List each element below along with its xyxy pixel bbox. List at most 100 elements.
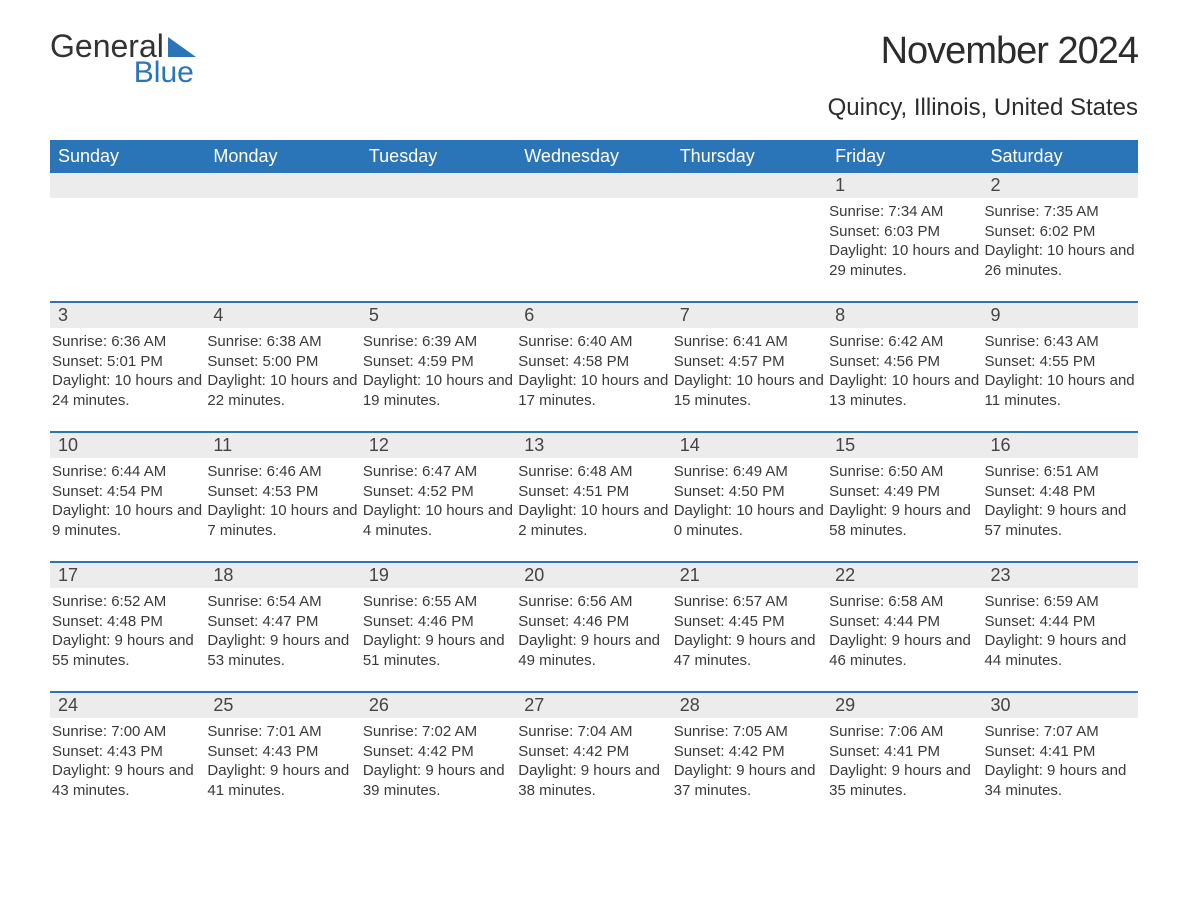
- daylight-text: Daylight: 10 hours and 0 minutes.: [674, 501, 825, 540]
- calendar-day-number: 27: [516, 693, 671, 718]
- calendar-day-cell: 17Sunrise: 6:52 AMSunset: 4:48 PMDayligh…: [50, 563, 205, 691]
- sunrise-text: Sunrise: 7:02 AM: [363, 722, 514, 742]
- sunrise-text: Sunrise: 6:52 AM: [52, 592, 203, 612]
- calendar-day-number: [672, 173, 827, 198]
- calendar-day-body: Sunrise: 6:46 AMSunset: 4:53 PMDaylight:…: [205, 458, 360, 544]
- daylight-text: Daylight: 9 hours and 46 minutes.: [829, 631, 980, 670]
- calendar-day-cell: [361, 173, 516, 301]
- calendar-weeks: 1Sunrise: 7:34 AMSunset: 6:03 PMDaylight…: [50, 173, 1138, 821]
- calendar-header-row: SundayMondayTuesdayWednesdayThursdayFrid…: [50, 140, 1138, 173]
- calendar-day-number: 11: [205, 433, 360, 458]
- calendar-day-body: Sunrise: 6:44 AMSunset: 4:54 PMDaylight:…: [50, 458, 205, 544]
- daylight-text: Daylight: 10 hours and 11 minutes.: [985, 371, 1136, 410]
- sunrise-text: Sunrise: 7:05 AM: [674, 722, 825, 742]
- calendar-day-body: [361, 198, 516, 206]
- calendar-day-body: Sunrise: 7:35 AMSunset: 6:02 PMDaylight:…: [983, 198, 1138, 284]
- sunrise-text: Sunrise: 6:46 AM: [207, 462, 358, 482]
- calendar-day-number: 18: [205, 563, 360, 588]
- calendar-day-cell: 20 Sunrise: 6:56 AMSunset: 4:46 PMDayligh…: [516, 563, 671, 691]
- daylight-text: Daylight: 9 hours and 39 minutes.: [363, 761, 514, 800]
- calendar-day-cell: 30Sunrise: 7:07 AMSunset: 4:41 PMDayligh…: [983, 693, 1138, 821]
- sunrise-text: Sunrise: 6:59 AM: [985, 592, 1136, 612]
- calendar-day-body: [672, 198, 827, 206]
- calendar-day-body: Sunrise: 7:05 AMSunset: 4:42 PMDaylight:…: [672, 718, 827, 804]
- sunset-text: Sunset: 4:44 PM: [985, 612, 1136, 632]
- calendar-grid: SundayMondayTuesdayWednesdayThursdayFrid…: [50, 140, 1138, 821]
- calendar-day-body: Sunrise: 7:04 AMSunset: 4:42 PMDaylight:…: [516, 718, 671, 804]
- sunrise-text: Sunrise: 6:47 AM: [363, 462, 514, 482]
- calendar-day-cell: 25Sunrise: 7:01 AMSunset: 4:43 PMDayligh…: [205, 693, 360, 821]
- calendar-day-number: 22: [827, 563, 982, 588]
- calendar-day-number: 29: [827, 693, 982, 718]
- daylight-text: Daylight: 10 hours and 7 minutes.: [207, 501, 358, 540]
- calendar-day-body: Sunrise: 6:57 AMSunset: 4:45 PMDaylight:…: [672, 588, 827, 674]
- calendar-day-cell: 9Sunrise: 6:43 AMSunset: 4:55 PMDaylight…: [983, 303, 1138, 431]
- calendar-day-cell: 27Sunrise: 7:04 AMSunset: 4:42 PMDayligh…: [516, 693, 671, 821]
- page-header: General Blue November 2024: [50, 30, 1138, 88]
- calendar-day-number: 20: [516, 563, 671, 588]
- sunrise-text: Sunrise: 6:54 AM: [207, 592, 358, 612]
- calendar-day-cell: 11Sunrise: 6:46 AMSunset: 4:53 PMDayligh…: [205, 433, 360, 561]
- calendar-day-cell: [672, 173, 827, 301]
- calendar-day-number: 3: [50, 303, 205, 328]
- calendar-day-number: 17: [50, 563, 205, 588]
- sunset-text: Sunset: 4:47 PM: [207, 612, 358, 632]
- calendar-day-body: Sunrise: 7:06 AMSunset: 4:41 PMDaylight:…: [827, 718, 982, 804]
- calendar-day-number: 10: [50, 433, 205, 458]
- sunset-text: Sunset: 4:43 PM: [52, 742, 203, 762]
- calendar-day-cell: 29Sunrise: 7:06 AMSunset: 4:41 PMDayligh…: [827, 693, 982, 821]
- calendar-day-number: 14: [672, 433, 827, 458]
- calendar-day-body: [205, 198, 360, 206]
- calendar-day-body: Sunrise: 6:47 AMSunset: 4:52 PMDaylight:…: [361, 458, 516, 544]
- sunset-text: Sunset: 4:51 PM: [518, 482, 669, 502]
- calendar-day-cell: 10Sunrise: 6:44 AMSunset: 4:54 PMDayligh…: [50, 433, 205, 561]
- calendar-day-number: 16: [983, 433, 1138, 458]
- calendar-header-cell: Sunday: [50, 140, 205, 173]
- sunset-text: Sunset: 4:42 PM: [674, 742, 825, 762]
- sunset-text: Sunset: 5:00 PM: [207, 352, 358, 372]
- sunset-text: Sunset: 4:52 PM: [363, 482, 514, 502]
- calendar-day-number: 13: [516, 433, 671, 458]
- page-title: November 2024: [881, 30, 1138, 73]
- sunset-text: Sunset: 4:41 PM: [985, 742, 1136, 762]
- sunrise-text: Sunrise: 6:42 AM: [829, 332, 980, 352]
- daylight-text: Daylight: 10 hours and 13 minutes.: [829, 371, 980, 410]
- calendar-day-cell: [205, 173, 360, 301]
- daylight-text: Daylight: 9 hours and 49 minutes.: [518, 631, 669, 670]
- calendar-day-cell: 7Sunrise: 6:41 AMSunset: 4:57 PMDaylight…: [672, 303, 827, 431]
- brand-logo: General Blue: [50, 30, 196, 88]
- daylight-text: Daylight: 9 hours and 57 minutes.: [985, 501, 1136, 540]
- calendar-header-cell: Wednesday: [516, 140, 671, 173]
- calendar-day-number: 2: [983, 173, 1138, 198]
- sunset-text: Sunset: 4:49 PM: [829, 482, 980, 502]
- daylight-text: Daylight: 10 hours and 19 minutes.: [363, 371, 514, 410]
- calendar-day-number: 7: [672, 303, 827, 328]
- daylight-text: Daylight: 10 hours and 24 minutes.: [52, 371, 203, 410]
- calendar-day-body: Sunrise: 6:48 AMSunset: 4:51 PMDaylight:…: [516, 458, 671, 544]
- calendar-day-cell: 15Sunrise: 6:50 AMSunset: 4:49 PMDayligh…: [827, 433, 982, 561]
- sunrise-text: Sunrise: 7:07 AM: [985, 722, 1136, 742]
- sunset-text: Sunset: 4:59 PM: [363, 352, 514, 372]
- sunset-text: Sunset: 4:55 PM: [985, 352, 1136, 372]
- calendar-day-body: Sunrise: 6:58 AMSunset: 4:44 PMDaylight:…: [827, 588, 982, 674]
- calendar-day-cell: 12Sunrise: 6:47 AMSunset: 4:52 PMDayligh…: [361, 433, 516, 561]
- sunrise-text: Sunrise: 6:56 AM: [518, 592, 669, 612]
- daylight-text: Daylight: 9 hours and 38 minutes.: [518, 761, 669, 800]
- daylight-text: Daylight: 10 hours and 22 minutes.: [207, 371, 358, 410]
- daylight-text: Daylight: 9 hours and 47 minutes.: [674, 631, 825, 670]
- calendar-day-body: Sunrise: 6:49 AMSunset: 4:50 PMDaylight:…: [672, 458, 827, 544]
- calendar-day-number: 8: [827, 303, 982, 328]
- sunset-text: Sunset: 4:57 PM: [674, 352, 825, 372]
- calendar-day-number: 23: [983, 563, 1138, 588]
- calendar-day-cell: [50, 173, 205, 301]
- sunrise-text: Sunrise: 7:34 AM: [829, 202, 980, 222]
- calendar-day-cell: 24Sunrise: 7:00 AMSunset: 4:43 PMDayligh…: [50, 693, 205, 821]
- calendar-day-number: 15: [827, 433, 982, 458]
- sunrise-text: Sunrise: 6:39 AM: [363, 332, 514, 352]
- calendar-day-number: [205, 173, 360, 198]
- calendar-day-number: 12: [361, 433, 516, 458]
- daylight-text: Daylight: 9 hours and 53 minutes.: [207, 631, 358, 670]
- sunset-text: Sunset: 4:46 PM: [518, 612, 669, 632]
- sunrise-text: Sunrise: 6:57 AM: [674, 592, 825, 612]
- brand-triangle-icon: [168, 37, 196, 57]
